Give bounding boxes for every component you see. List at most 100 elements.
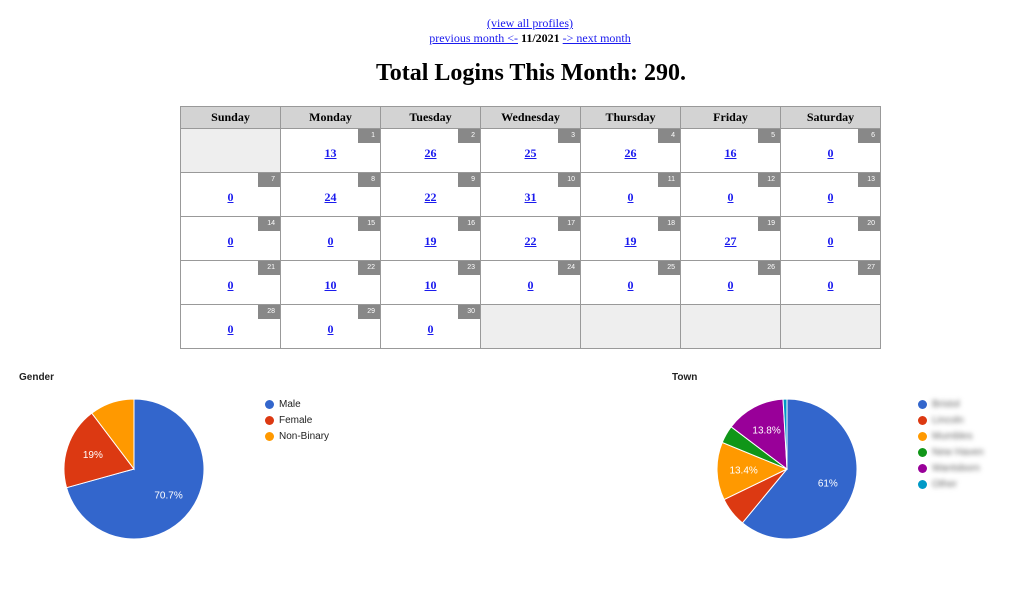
- day-login-count-link[interactable]: 10: [424, 277, 437, 292]
- pie-slice-non-binary[interactable]: [91, 398, 135, 471]
- calendar-day-cell: 30 0: [380, 304, 481, 349]
- day-login-count-link[interactable]: 0: [827, 233, 834, 248]
- day-login-count-link[interactable]: 22: [524, 233, 537, 248]
- pie-slice-label: 13.8%: [752, 426, 780, 437]
- legend-color-swatch: [918, 415, 927, 425]
- calendar-empty-cell: [680, 304, 781, 349]
- day-number-badge: 19: [758, 217, 780, 231]
- day-login-count-link[interactable]: 31: [524, 189, 537, 204]
- day-login-count-link[interactable]: 0: [827, 145, 834, 160]
- day-number-badge: 8: [358, 173, 380, 187]
- day-login-count-link[interactable]: 25: [524, 145, 537, 160]
- pie-slice-male[interactable]: [65, 398, 205, 540]
- day-number-badge: 25: [658, 261, 680, 275]
- day-number-badge: 5: [758, 129, 780, 143]
- legend-item[interactable]: Non-Binary: [265, 428, 329, 444]
- calendar-day-cell: 13 0: [780, 172, 881, 217]
- day-number-badge: 13: [858, 173, 880, 187]
- day-login-count-link[interactable]: 19: [424, 233, 437, 248]
- legend-label: Lincoln: [932, 414, 964, 426]
- legend-item[interactable]: Bristol: [918, 396, 984, 412]
- calendar-week-row: 28 0 29 0 30 0: [180, 304, 881, 349]
- day-login-count-link[interactable]: 16: [724, 145, 737, 160]
- calendar-day-cell: 5 16: [680, 128, 781, 173]
- day-login-count-link[interactable]: 24: [324, 189, 337, 204]
- legend-label: Mumbles: [932, 430, 973, 442]
- calendar-week-row: 7 0 8 24 9 22 10 31 11 0 12 0 13 0: [180, 172, 881, 217]
- day-login-count-link[interactable]: 0: [227, 189, 234, 204]
- pie-slice-other[interactable]: [782, 398, 788, 470]
- day-login-count-link[interactable]: 22: [424, 189, 437, 204]
- legend-item[interactable]: Other: [918, 476, 984, 492]
- legend-item[interactable]: Female: [265, 412, 329, 428]
- calendar-day-cell: 27 0: [780, 260, 881, 305]
- calendar-empty-cell: [480, 304, 581, 349]
- pie-slice-label: 13.4%: [729, 465, 757, 476]
- calendar-empty-cell: [180, 128, 281, 173]
- legend-item[interactable]: Male: [265, 396, 329, 412]
- calendar-week-row: 14 0 15 0 16 19 17 22 18 19 19 27 20 0: [180, 216, 881, 261]
- day-login-count-link[interactable]: 0: [727, 189, 734, 204]
- pie-slice-female[interactable]: [63, 412, 135, 489]
- pie-slice-wantsborn[interactable]: [730, 398, 788, 471]
- page-title: Total Logins This Month: 290.: [375, 60, 687, 86]
- day-login-count-link[interactable]: 0: [227, 233, 234, 248]
- day-number-badge: 12: [758, 173, 780, 187]
- day-login-count-link[interactable]: 26: [624, 145, 637, 160]
- next-month-link[interactable]: -> next month: [562, 31, 631, 45]
- pie-slice-mumbles[interactable]: [716, 441, 789, 501]
- day-number-badge: 14: [258, 217, 280, 231]
- legend-item[interactable]: New Haven: [918, 444, 984, 460]
- day-number-badge: 4: [658, 129, 680, 143]
- day-login-count-link[interactable]: 26: [424, 145, 437, 160]
- day-login-count-link[interactable]: 0: [827, 189, 834, 204]
- view-all-profiles-link[interactable]: (view all profiles): [487, 16, 573, 30]
- day-login-count-link[interactable]: 0: [627, 189, 634, 204]
- calendar-day-cell: 10 31: [480, 172, 581, 217]
- weekday-header: Saturday: [780, 106, 881, 129]
- day-number-badge: 24: [558, 261, 580, 275]
- calendar-day-cell: 18 19: [580, 216, 681, 261]
- calendar-day-cell: 21 0: [180, 260, 281, 305]
- legend-item[interactable]: Mumbles: [918, 428, 984, 444]
- day-login-count-link[interactable]: 27: [724, 233, 737, 248]
- day-number-badge: 2: [458, 129, 480, 143]
- legend-label: Other: [932, 478, 958, 490]
- login-calendar: Sunday Monday Tuesday Wednesday Thursday Frid…: [180, 106, 881, 349]
- day-login-count-link[interactable]: 0: [227, 277, 234, 292]
- day-login-count-link[interactable]: 0: [227, 321, 234, 336]
- day-login-count-link[interactable]: 13: [324, 145, 337, 160]
- day-number-badge: 23: [458, 261, 480, 275]
- town-chart-title: Town: [672, 372, 698, 383]
- calendar-day-cell: 16 19: [380, 216, 481, 261]
- legend-label: Wantsborn: [932, 462, 980, 474]
- month-navigation: (view all profiles) previous month <- 11…: [0, 16, 1024, 46]
- legend-color-swatch: [918, 447, 927, 457]
- previous-month-link[interactable]: previous month <-: [429, 31, 518, 45]
- day-login-count-link[interactable]: 0: [627, 277, 634, 292]
- day-number-badge: 7: [258, 173, 280, 187]
- pie-slice-bristol[interactable]: [741, 398, 858, 540]
- day-login-count-link[interactable]: 19: [624, 233, 637, 248]
- day-login-count-link[interactable]: 0: [527, 277, 534, 292]
- calendar-day-cell: 2 26: [380, 128, 481, 173]
- day-number-badge: 3: [558, 129, 580, 143]
- day-login-count-link[interactable]: 0: [827, 277, 834, 292]
- legend-label: Female: [279, 414, 313, 426]
- day-login-count-link[interactable]: 0: [427, 321, 434, 336]
- weekday-header: Wednesday: [480, 106, 581, 129]
- day-number-badge: 30: [458, 305, 480, 319]
- legend-color-swatch: [918, 431, 927, 441]
- day-login-count-link[interactable]: 10: [324, 277, 337, 292]
- legend-color-swatch: [265, 431, 274, 441]
- legend-item[interactable]: Wantsborn: [918, 460, 984, 476]
- day-login-count-link[interactable]: 0: [327, 233, 334, 248]
- day-login-count-link[interactable]: 0: [727, 277, 734, 292]
- day-login-count-link[interactable]: 0: [327, 321, 334, 336]
- calendar-day-cell: 1 13: [280, 128, 381, 173]
- day-number-badge: 17: [558, 217, 580, 231]
- legend-item[interactable]: Lincoln: [918, 412, 984, 428]
- calendar-day-cell: 23 10: [380, 260, 481, 305]
- calendar-day-cell: 26 0: [680, 260, 781, 305]
